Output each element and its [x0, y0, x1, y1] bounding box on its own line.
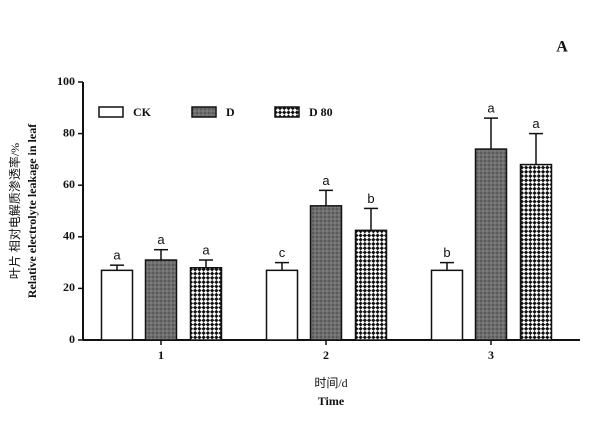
legend-swatch [98, 106, 124, 118]
y-tick-label: 60 [63, 177, 75, 191]
significance-letter: a [202, 242, 210, 257]
bar [189, 267, 223, 341]
significance-letter: a [113, 248, 121, 263]
legend-label: D [226, 105, 235, 119]
y-tick-label: 100 [57, 74, 75, 88]
bar [265, 269, 299, 341]
legend-label: D 80 [309, 105, 333, 119]
significance-letter: c [279, 245, 286, 260]
significance-letter: a [157, 232, 165, 247]
bar [144, 259, 178, 341]
legend-swatch [191, 106, 217, 118]
bar [519, 163, 553, 341]
significance-letter: a [322, 173, 330, 188]
y-axis-label: 叶片 相对电解质渗透率/% [7, 143, 22, 279]
y-tick-label: 40 [63, 229, 75, 243]
legend-swatch [274, 106, 300, 118]
x-tick-label: 3 [488, 348, 494, 362]
x-axis-label: 时间/d [314, 376, 347, 390]
bar [474, 148, 508, 341]
significance-letter: a [487, 101, 495, 116]
bar [100, 269, 134, 341]
legend-label: CK [133, 105, 152, 119]
significance-letter: b [367, 191, 374, 206]
y-tick-label: 0 [69, 332, 75, 346]
bar [354, 229, 388, 341]
y-tick-label: 20 [63, 280, 75, 294]
y-axis-label: Relative electrolyte leakage in leaf [25, 123, 39, 298]
x-tick-label: 1 [158, 348, 164, 362]
panel-label: A [556, 39, 568, 56]
y-tick-label: 80 [63, 125, 75, 139]
significance-letter: a [532, 116, 540, 131]
significance-letter: b [443, 245, 450, 260]
x-axis-label: Time [318, 394, 345, 408]
x-tick-label: 2 [323, 348, 329, 362]
bar [430, 269, 464, 341]
bar [309, 205, 343, 341]
